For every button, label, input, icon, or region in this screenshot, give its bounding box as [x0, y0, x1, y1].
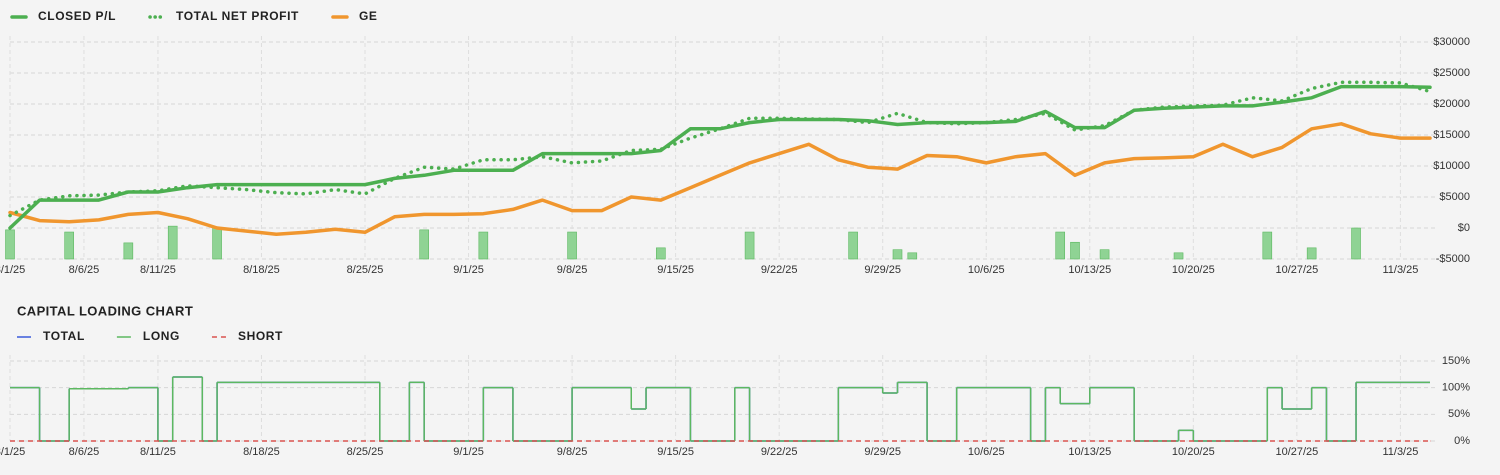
y-tick-label: $0 [1458, 222, 1470, 234]
chart-title: CAPITAL LOADING CHART [17, 303, 193, 318]
y-tick-label: -$5000 [1436, 253, 1470, 265]
line-series [8, 84, 1432, 230]
x-tick-label: 11/3/25 [1382, 446, 1418, 458]
x-tick-label: 8/11/25 [140, 446, 176, 458]
x-tick-label: 8/25/25 [347, 264, 384, 276]
x-tick-label: 9/29/25 [864, 264, 901, 276]
bar [212, 227, 222, 260]
bar [123, 242, 134, 260]
x-tick-label: 10/20/25 [1172, 446, 1215, 458]
bar [1173, 252, 1184, 260]
x-tick-label: 9/22/25 [761, 264, 798, 276]
x-tick-label: 9/1/25 [453, 264, 484, 276]
x-tick-label: 8/1/25 [0, 264, 25, 276]
bar [744, 231, 755, 260]
y-tick-label: 150% [1442, 355, 1470, 367]
x-tick-label: 10/6/25 [968, 446, 1005, 458]
y-tick-label: $20000 [1433, 98, 1470, 110]
bar [1262, 231, 1273, 260]
y-tick-label: $5000 [1439, 191, 1470, 203]
x-tick-label: 10/13/25 [1068, 264, 1111, 276]
x-tick-label: 9/29/25 [864, 446, 901, 458]
x-tick-label: 8/6/25 [69, 446, 100, 458]
x-tick-label: 9/15/25 [657, 264, 694, 276]
x-tick-label: 10/6/25 [968, 264, 1005, 276]
y-tick-label: 0% [1454, 435, 1470, 447]
y-tick-label: $25000 [1433, 67, 1470, 79]
y-tick-label: 100% [1442, 382, 1470, 394]
bar [892, 249, 903, 260]
bar [64, 231, 74, 260]
y-tick-label: $10000 [1433, 160, 1470, 172]
x-tick-label: 10/27/25 [1275, 264, 1318, 276]
x-tick-label: 9/1/25 [453, 446, 484, 458]
bar [907, 252, 918, 260]
bar [848, 231, 858, 260]
bar [1055, 231, 1066, 260]
x-tick-label: 8/1/25 [0, 446, 25, 458]
bar [5, 229, 15, 260]
legend-label: LONG [143, 329, 180, 343]
bar [1070, 241, 1080, 260]
x-tick-label: 10/13/25 [1068, 446, 1111, 458]
x-tick-label: 8/25/25 [347, 446, 384, 458]
x-tick-label: 10/27/25 [1275, 446, 1318, 458]
legend-label: CLOSED P/L [38, 9, 116, 23]
legend-label: TOTAL [43, 329, 85, 343]
x-tick-label: 8/18/25 [243, 264, 280, 276]
line-series [8, 122, 1432, 236]
legend-label: TOTAL NET PROFIT [176, 9, 299, 23]
bar [1306, 247, 1317, 260]
legend-label: GE [359, 9, 378, 23]
x-tick-label: 9/22/25 [761, 446, 798, 458]
x-tick-label: 11/3/25 [1382, 264, 1418, 276]
line-series [8, 80, 1432, 218]
bar [656, 247, 666, 260]
x-tick-label: 8/6/25 [69, 264, 100, 276]
x-tick-label: 9/8/25 [557, 446, 588, 458]
x-tick-label: 8/18/25 [243, 446, 280, 458]
bar [567, 231, 577, 260]
bar [1351, 227, 1361, 260]
x-tick-label: 9/15/25 [657, 446, 694, 458]
bar [419, 229, 429, 260]
legend-label: SHORT [238, 329, 283, 343]
bar [1099, 249, 1110, 260]
y-tick-label: $30000 [1433, 36, 1470, 48]
x-tick-label: 10/20/25 [1172, 264, 1215, 276]
y-tick-label: 50% [1448, 408, 1470, 420]
y-tick-label: $15000 [1433, 129, 1470, 141]
x-tick-label: 9/8/25 [557, 264, 588, 276]
bar [478, 231, 489, 260]
x-tick-label: 8/11/25 [140, 264, 176, 276]
bar [167, 225, 178, 260]
